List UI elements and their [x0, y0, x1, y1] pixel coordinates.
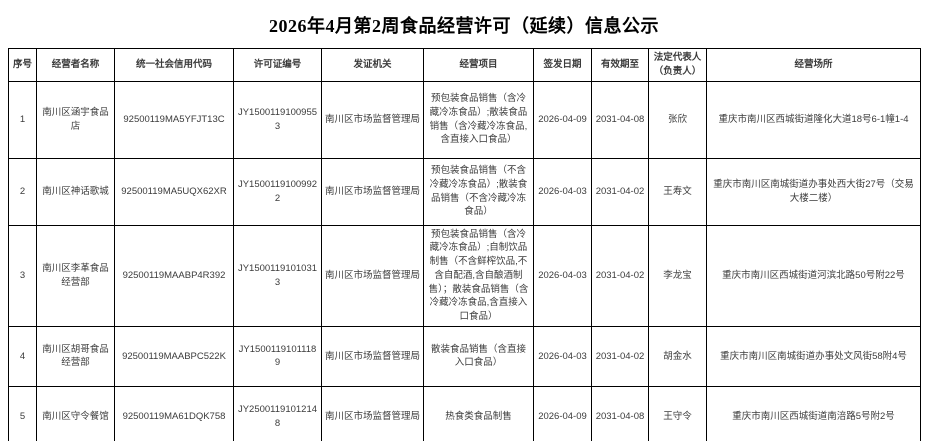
cell-issuing-authority: 南川区市场监督管理局 — [321, 325, 424, 387]
cell-valid-until: 2031-04-02 — [591, 325, 649, 387]
cell-license-number: JY15001191011189 — [233, 325, 322, 387]
cell-business-items: 散装食品销售（含直接入口食品） — [423, 325, 534, 387]
table-header-row: 序号 经营者名称 统一社会信用代码 许可证编号 发证机关 经营项目 签发日期 有效期至 法定代表… — [8, 48, 921, 82]
column-header-issuing-authority: 发证机关 — [321, 48, 424, 82]
page-title: 2026年4月第2周食品经营许可（延续）信息公示 — [269, 16, 659, 36]
cell-credit-code: 92500119MAABP4R392 — [114, 224, 234, 327]
cell-business-address: 重庆市南川区南城街道办事处文风街58附4号 — [706, 325, 921, 387]
cell-issuing-authority: 南川区市场监督管理局 — [321, 157, 424, 226]
cell-valid-until: 2031-04-02 — [591, 157, 649, 226]
cell-license-number: JY25001191012148 — [233, 385, 322, 441]
cell-issue-date: 2026-04-03 — [533, 157, 592, 226]
cell-issue-date: 2026-04-03 — [533, 224, 592, 327]
cell-issue-date: 2026-04-03 — [533, 325, 592, 387]
column-header-license-number: 许可证编号 — [233, 48, 322, 82]
column-header-business-address: 经营场所 — [706, 48, 921, 82]
column-header-business-items: 经营项目 — [423, 48, 534, 82]
table-body: 1 南川区涵宇食品店 92500119MA5YFJT13C JY15001191009… — [8, 80, 921, 441]
cell-business-items: 预包装食品销售（含冷藏冷冻食品）;自制饮品制售（不含鲜榨饮品,不含自配酒,含自酿… — [423, 224, 534, 327]
column-header-legal-representative: 法定代表人（负责人） — [648, 48, 707, 82]
cell-business-items: 预包装食品销售（不含冷藏冷冻食品）;散装食品销售（不含冷藏冷冻食品） — [423, 157, 534, 226]
column-header-issue-date: 签发日期 — [533, 48, 592, 82]
cell-serial: 2 — [8, 157, 37, 226]
cell-credit-code: 92500119MA5UQX62XR — [114, 157, 234, 226]
cell-business-items: 热食类食品制售 — [423, 385, 534, 441]
cell-business-address: 重庆市南川区南城街道办事处西大街27号（交易大楼二楼） — [706, 157, 921, 226]
cell-business-items: 预包装食品销售（含冷藏冷冻食品）;散装食品销售（含冷藏冷冻食品,含直接入口食品） — [423, 80, 534, 159]
cell-business-address: 重庆市南川区西城街道隆化大道18号6-1幢1-4 — [706, 80, 921, 159]
column-header-credit-code: 统一社会信用代码 — [114, 48, 234, 82]
cell-credit-code: 92500119MAABPC522K — [114, 325, 234, 387]
cell-issuing-authority: 南川区市场监督管理局 — [321, 224, 424, 327]
table-row: 3 南川区李革食品经营部 92500119MAABP4R392 JY150011910… — [8, 224, 921, 327]
cell-valid-until: 2031-04-08 — [591, 80, 649, 159]
table-row: 5 南川区守令餐馆 92500119MA61DQK758 JY250011910121… — [8, 385, 921, 441]
header-row: 序号 经营者名称 统一社会信用代码 许可证编号 发证机关 经营项目 签发日期 有效期至 法定代表… — [8, 48, 921, 82]
cell-serial: 5 — [8, 385, 37, 441]
table-row: 2 南川区神话歌城 92500119MA5UQX62XR JY150011910099… — [8, 157, 921, 226]
cell-serial: 4 — [8, 325, 37, 387]
cell-license-number: JY15001191009922 — [233, 157, 322, 226]
cell-issuing-authority: 南川区市场监督管理局 — [321, 385, 424, 441]
cell-license-number: JY15001191009553 — [233, 80, 322, 159]
column-header-valid-until: 有效期至 — [591, 48, 649, 82]
cell-operator-name: 南川区守令餐馆 — [36, 385, 115, 441]
column-header-serial: 序号 — [8, 48, 37, 82]
cell-license-number: JY15001191010313 — [233, 224, 322, 327]
cell-legal-representative: 王守令 — [648, 385, 707, 441]
cell-legal-representative: 李龙宝 — [648, 224, 707, 327]
table-row: 4 南川区胡哥食品经营部 92500119MAABPC522K JY150011910… — [8, 325, 921, 387]
cell-credit-code: 92500119MA61DQK758 — [114, 385, 234, 441]
cell-serial: 1 — [8, 80, 37, 159]
cell-operator-name: 南川区神话歌城 — [36, 157, 115, 226]
cell-business-address: 重庆市南川区西城街道河滨北路50号附22号 — [706, 224, 921, 327]
column-header-operator-name: 经营者名称 — [36, 48, 115, 82]
cell-operator-name: 南川区胡哥食品经营部 — [36, 325, 115, 387]
cell-issue-date: 2026-04-09 — [533, 80, 592, 159]
cell-legal-representative: 胡金水 — [648, 325, 707, 387]
cell-issue-date: 2026-04-09 — [533, 385, 592, 441]
cell-issuing-authority: 南川区市场监督管理局 — [321, 80, 424, 159]
cell-legal-representative: 王寿文 — [648, 157, 707, 226]
cell-valid-until: 2031-04-02 — [591, 224, 649, 327]
cell-legal-representative: 张欣 — [648, 80, 707, 159]
cell-valid-until: 2031-04-08 — [591, 385, 649, 441]
cell-serial: 3 — [8, 224, 37, 327]
cell-operator-name: 南川区涵宇食品店 — [36, 80, 115, 159]
license-table: 序号 经营者名称 统一社会信用代码 许可证编号 发证机关 经营项目 签发日期 有效期至 法定代表… — [8, 48, 921, 441]
cell-credit-code: 92500119MA5YFJT13C — [114, 80, 234, 159]
cell-operator-name: 南川区李革食品经营部 — [36, 224, 115, 327]
cell-business-address: 重庆市南川区西城街道南涪路5号附2号 — [706, 385, 921, 441]
table-row: 1 南川区涵宇食品店 92500119MA5YFJT13C JY15001191009… — [8, 80, 921, 159]
